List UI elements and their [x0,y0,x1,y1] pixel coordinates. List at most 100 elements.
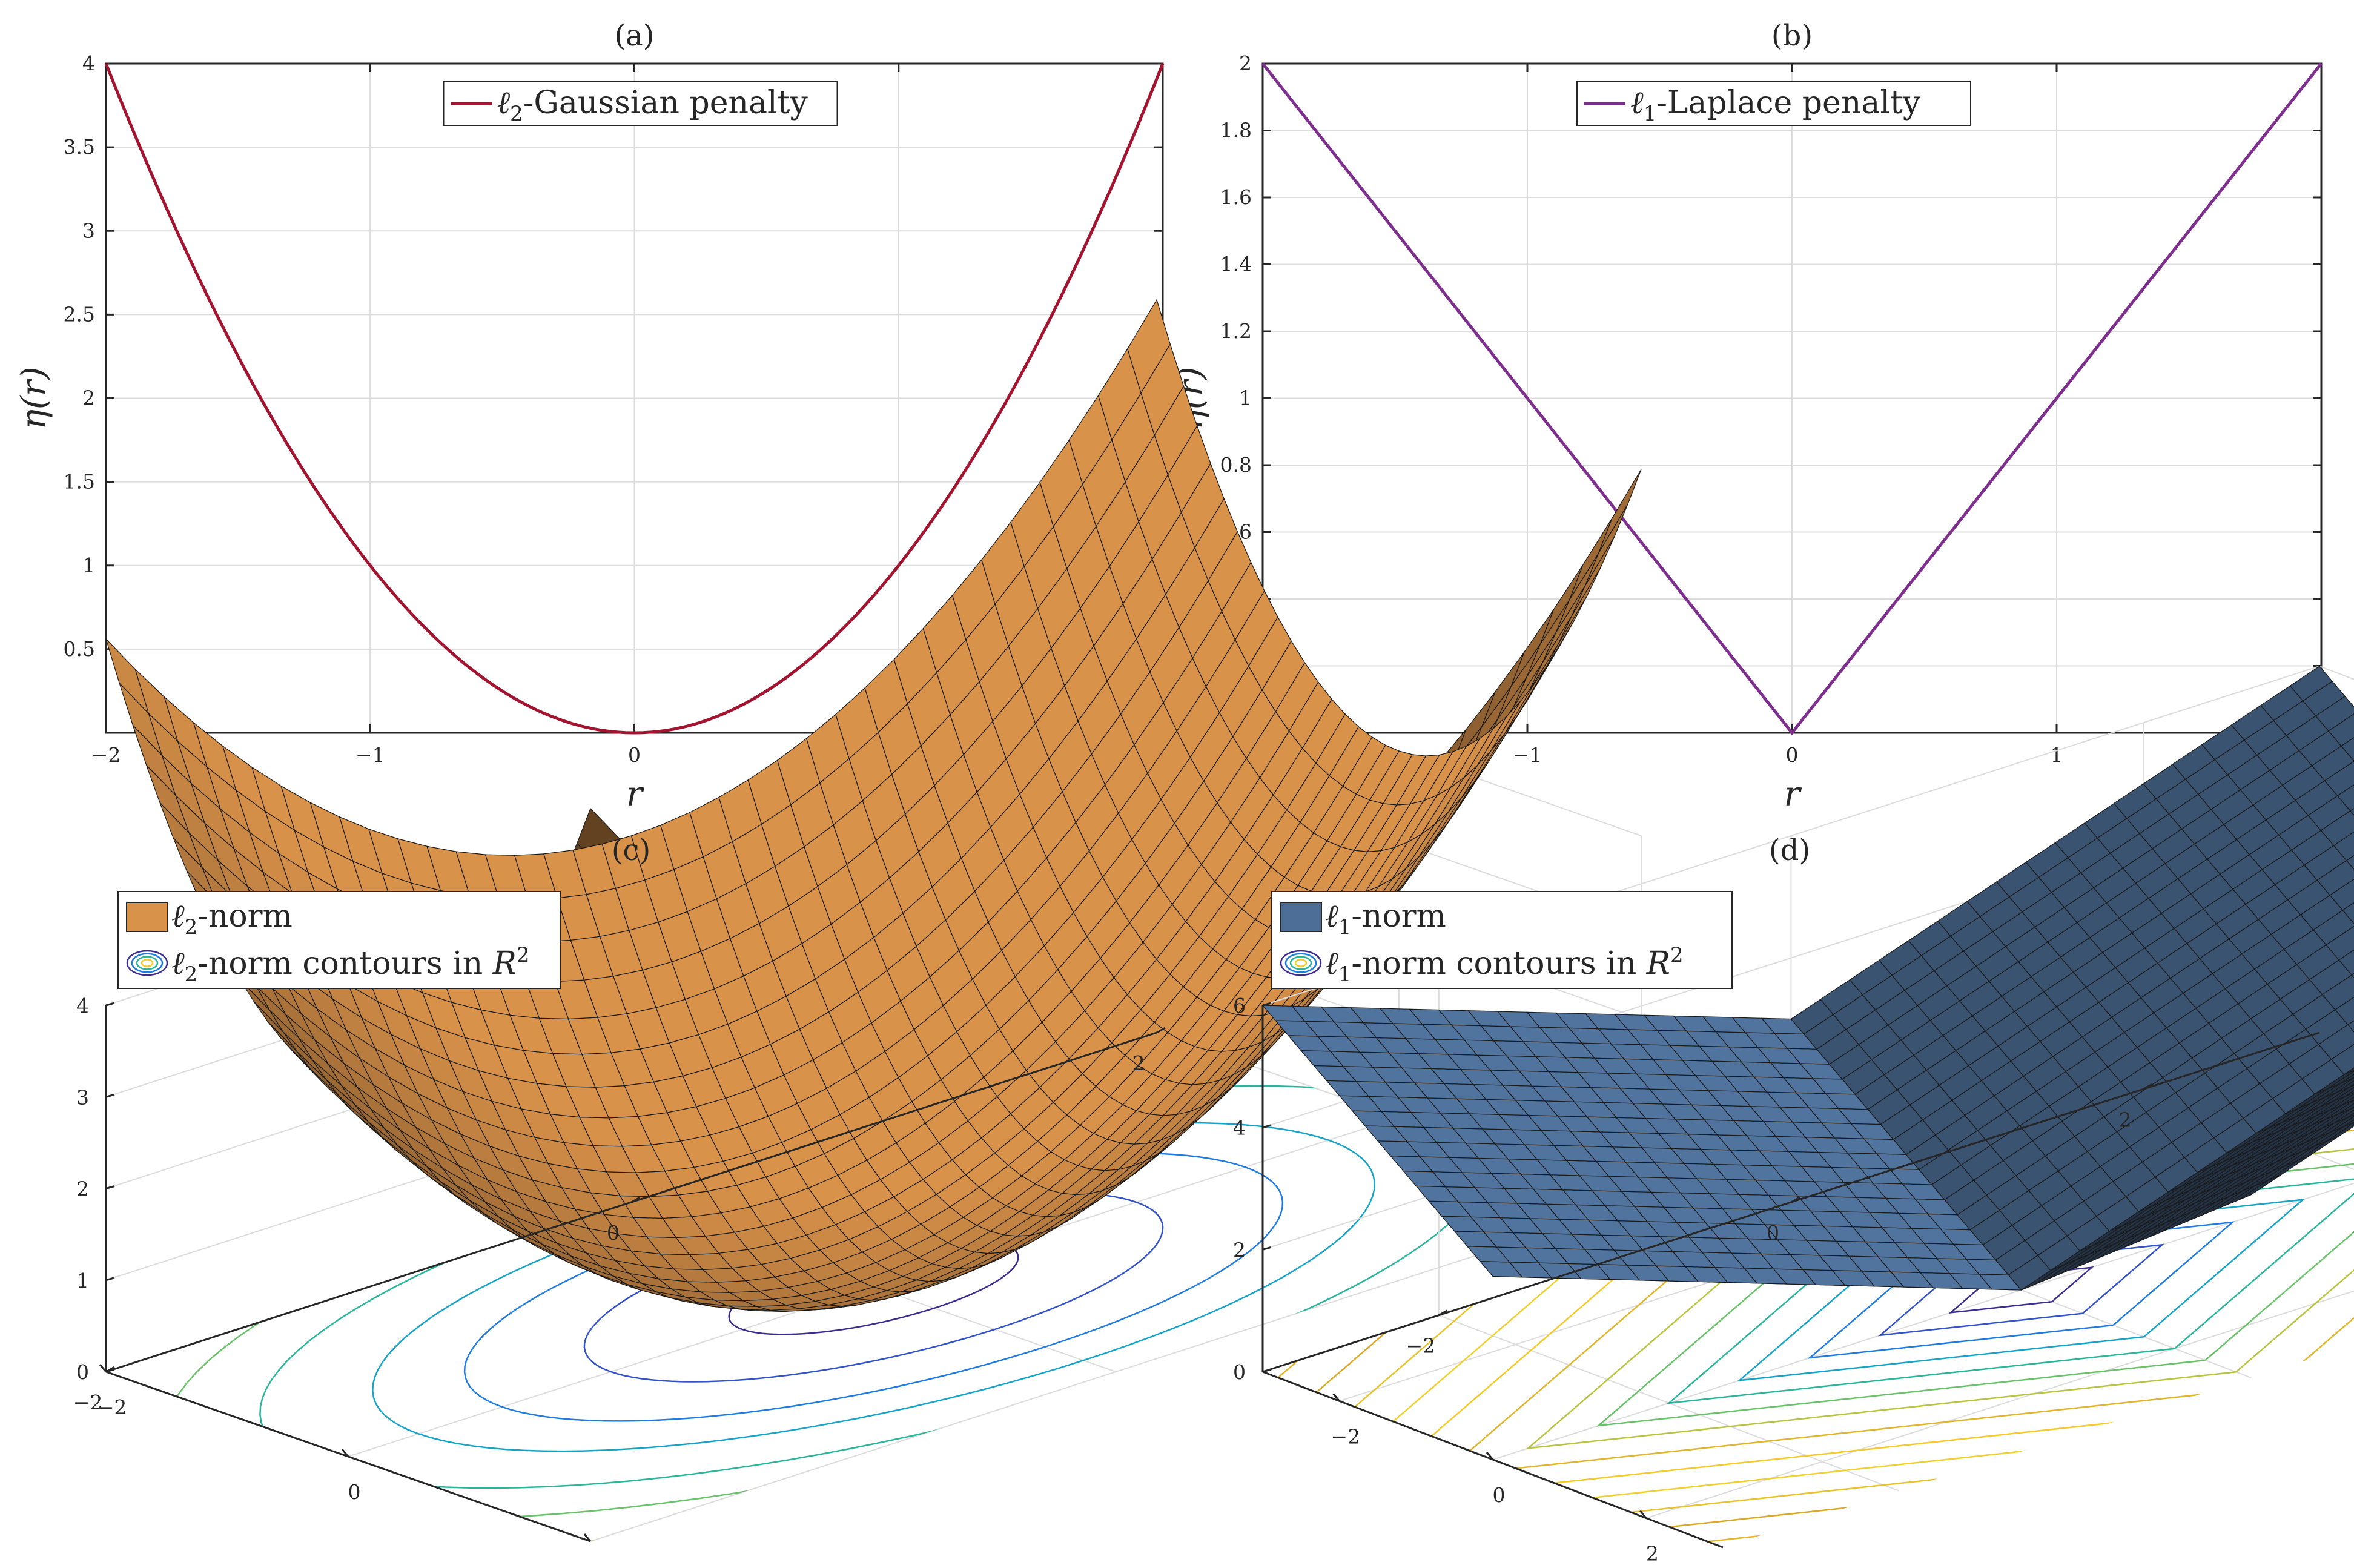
surface-patch [2338,949,2354,976]
x-tick-label: −2 [98,1395,127,1419]
y-tick-mark [2143,1083,2152,1090]
legend-label: ℓ2-norm contours in R2 [171,943,530,987]
x-gridline [1645,1290,2354,1519]
legend-contour-swatch [126,950,168,976]
legend-box [1271,891,1733,989]
surface-patch [2336,784,2354,812]
z-tick-mark [105,1002,115,1007]
series-line [104,63,1165,735]
y-tick-label: 0 [607,1221,620,1245]
panel-b-line-chart: −2−10120.20.40.60.811.21.41.61.82(b)rη(r… [1171,19,2328,814]
x-tick-label: 0 [348,1480,361,1504]
legend-contour-swatch [1294,959,1308,967]
z-tick-mark [105,1185,115,1189]
y-tick-label: 2 [82,386,95,410]
z-tick-mark [1262,1246,1272,1251]
surface-patch [2334,996,2354,1025]
surface-patch [2342,902,2354,924]
legend-label: ℓ1-norm [1325,898,1446,939]
z-tick-mark [1262,1002,1272,1007]
y-tick-label: 1 [1239,386,1252,410]
x-tick-mark [1486,1452,1494,1460]
legend-box [117,891,561,989]
x-axis-label: r [1784,775,1802,814]
legend-box [1576,81,1971,126]
panel-title: (d) [1769,833,1810,867]
surface-patch [1598,469,1642,554]
x-tick-label: 0 [1493,1483,1506,1507]
surface-patch [2289,666,2333,701]
x-axis-label: r [626,775,644,814]
panel-title: (c) [612,833,650,867]
y-tick-label: −2 [1406,1334,1436,1358]
x-tick-label: 1 [2051,743,2063,767]
x-tick-label: −2 [1331,1424,1360,1448]
surface-patch [2351,973,2354,979]
z-tick-mark [105,1277,115,1282]
z-tick-label: 2 [1233,1238,1246,1262]
y-tick-label: 2.5 [64,302,95,326]
z-tick-mark [105,1093,115,1098]
x-tick-label: −2 [91,743,121,767]
x-tick-mark [99,1364,107,1372]
z-tick-label: 4 [1233,1116,1246,1140]
y-tick-label: 2 [2119,1108,2132,1131]
surface-patch [2349,807,2354,816]
panel-title: (b) [1771,19,1813,53]
x-tick-label: 0 [628,743,641,767]
z-tick-label: 1 [76,1269,89,1292]
x-tick-mark [341,1449,349,1457]
y-tick-mark [630,1196,641,1203]
legend-label: ℓ2-Gaussian penalty [497,85,808,126]
y-tick-label: 2 [1239,51,1252,75]
y-tick-mark [1156,1027,1166,1034]
y-tick-label: 0.8 [1220,453,1252,477]
y-tick-label: 3 [82,219,95,242]
legend-contour-swatch [141,959,154,967]
legend-box [443,81,838,126]
x-tick-mark [583,1533,592,1542]
series-line [1261,62,2323,736]
y-tick-label: 3.5 [64,135,95,159]
surface-patch [1555,553,1599,633]
y-axis-label: η(r) [15,366,54,429]
surface-patch [2346,855,2354,870]
y-tick-label: 0.5 [64,637,95,661]
surface-patch [2347,1020,2354,1033]
z-tick-label: 0 [1233,1360,1246,1384]
legend-contour-swatch [131,953,164,973]
x-tick-label: −1 [355,743,385,767]
y-tick-label: 1.8 [1220,119,1252,142]
y-tick-mark [1790,1196,1800,1203]
surface-patch [1127,299,1171,394]
z-tick-label: 4 [76,994,89,1017]
y-tick-label: 1.4 [1220,253,1252,276]
legend-label: ℓ2-norm [171,898,293,939]
legend: ℓ2-Gaussian penalty [443,81,838,126]
surface-patch [1584,504,1628,586]
legend-surface-swatch [1280,902,1322,932]
legend: ℓ1-Laplace penalty [1576,81,1971,126]
y-tick-label: 1 [82,554,95,577]
z-tick-label: 3 [76,1085,89,1109]
x-tick-label: −1 [1513,743,1542,767]
z-tick-mark [1262,1368,1272,1373]
y-tick-label: 1.2 [1220,319,1252,343]
surface-patch [2341,737,2354,762]
y-tick-label: 0 [1767,1221,1779,1245]
y-tick-mark [105,1366,115,1373]
y-tick-mark [1438,1309,1448,1316]
legend-contour-swatch [1289,956,1312,970]
z-tick-mark [1262,1124,1272,1129]
x-tick-label: 2 [1646,1542,1659,1566]
y-tick-label: 1.6 [1220,185,1252,209]
z-tick-label: 6 [1233,994,1246,1017]
legend-contour-swatch [1280,950,1322,976]
legend-label: ℓ1-Laplace penalty [1630,85,1921,126]
x-tick-label: 0 [1786,743,1799,767]
legend-label: ℓ1-norm contours in R2 [1325,943,1684,987]
